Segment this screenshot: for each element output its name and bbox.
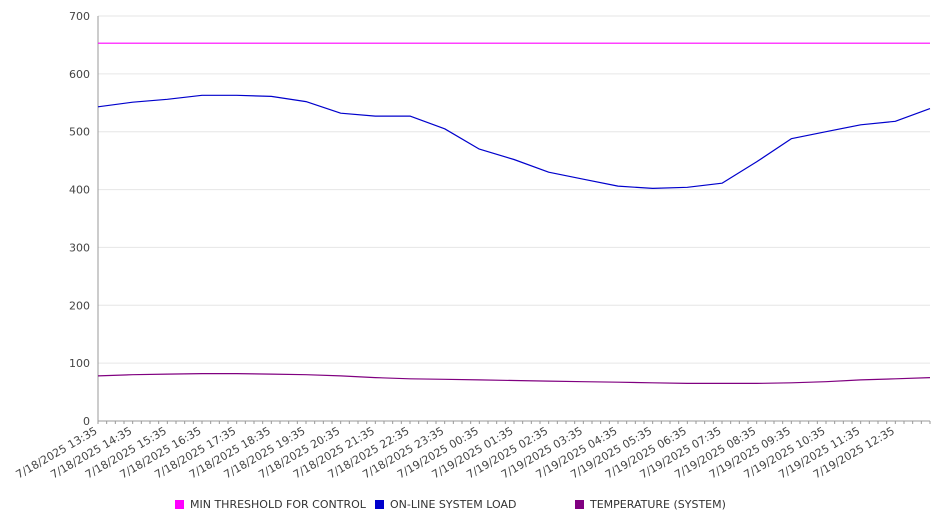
- legend-swatch: [575, 500, 584, 509]
- legend-label: MIN THRESHOLD FOR CONTROL: [190, 498, 366, 511]
- series-lines: [97, 42, 931, 384]
- y-axis-ticks: 0 100 200 300 400 500 600 700: [69, 10, 90, 428]
- y-tick-label: 300: [69, 241, 90, 254]
- y-tick-label: 400: [69, 184, 90, 197]
- legend-label: ON-LINE SYSTEM LOAD: [390, 498, 517, 511]
- x-axis-ticks: 7/18/2025 13:357/18/2025 14:357/18/2025 …: [14, 424, 897, 481]
- legend-item-system-load[interactable]: ON-LINE SYSTEM LOAD: [375, 498, 516, 511]
- legend: MIN THRESHOLD FOR CONTROL ON-LINE SYSTEM…: [0, 498, 946, 514]
- y-tick-label: 200: [69, 299, 90, 312]
- y-tick-label: 500: [69, 126, 90, 139]
- y-tick-label: 0: [83, 415, 90, 428]
- legend-swatch: [175, 500, 184, 509]
- series-line-1: [97, 94, 931, 189]
- y-tick-label: 700: [69, 10, 90, 23]
- axes: [97, 16, 931, 424]
- gridlines: [98, 15, 930, 422]
- legend-item-min-threshold[interactable]: MIN THRESHOLD FOR CONTROL: [175, 498, 366, 511]
- legend-label: TEMPERATURE (SYSTEM): [590, 498, 726, 511]
- y-tick-label: 600: [69, 68, 90, 81]
- legend-item-temperature[interactable]: TEMPERATURE (SYSTEM): [575, 498, 726, 511]
- series-line-2: [97, 373, 931, 384]
- y-tick-label: 100: [69, 357, 90, 370]
- legend-swatch: [375, 500, 384, 509]
